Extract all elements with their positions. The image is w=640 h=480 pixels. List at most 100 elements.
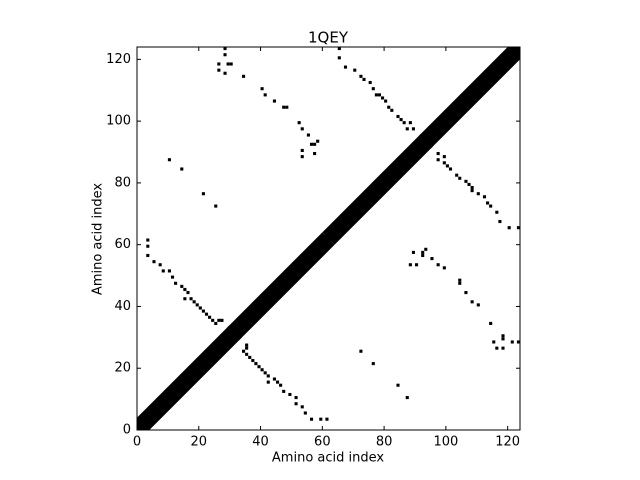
contact bbox=[214, 204, 218, 208]
contact bbox=[377, 93, 382, 97]
contact bbox=[242, 349, 246, 353]
contact bbox=[319, 417, 323, 421]
contact bbox=[214, 321, 218, 325]
x-tick-label: 40 bbox=[252, 435, 269, 450]
contact bbox=[424, 247, 428, 251]
contact bbox=[396, 114, 400, 119]
contact bbox=[337, 47, 341, 51]
contact bbox=[223, 71, 227, 75]
contact bbox=[167, 158, 171, 162]
contact bbox=[489, 204, 493, 208]
contact bbox=[458, 281, 462, 285]
contact bbox=[245, 343, 249, 347]
contact bbox=[229, 62, 233, 66]
contact bbox=[201, 192, 205, 196]
contact bbox=[195, 303, 199, 307]
contact bbox=[186, 291, 190, 295]
contact bbox=[353, 68, 357, 72]
contact bbox=[476, 303, 480, 307]
contact bbox=[470, 300, 474, 304]
contact bbox=[192, 300, 196, 304]
contact bbox=[288, 392, 292, 397]
contact bbox=[248, 355, 252, 359]
contact bbox=[282, 389, 286, 393]
contact bbox=[254, 362, 258, 366]
contact bbox=[300, 148, 304, 153]
contact bbox=[226, 62, 230, 66]
contact bbox=[300, 127, 304, 131]
x-axis-label: Amino acid index bbox=[272, 451, 384, 466]
contact bbox=[170, 275, 175, 279]
chart-title: 1QEY bbox=[308, 29, 349, 47]
contact bbox=[325, 417, 329, 421]
contact bbox=[343, 65, 348, 69]
contact bbox=[470, 185, 474, 190]
contact bbox=[359, 349, 363, 353]
contact bbox=[146, 238, 150, 242]
x-tick-label: 80 bbox=[376, 435, 393, 450]
contact bbox=[371, 87, 375, 91]
contact bbox=[464, 179, 468, 183]
contact bbox=[442, 266, 446, 270]
contact bbox=[492, 340, 496, 344]
contact bbox=[455, 173, 459, 177]
contact bbox=[294, 396, 298, 400]
diagonal-contacts bbox=[137, 324, 243, 430]
contact bbox=[275, 380, 280, 384]
contact bbox=[362, 77, 366, 81]
contact bbox=[300, 405, 304, 409]
contact bbox=[285, 105, 289, 109]
contact bbox=[337, 56, 341, 60]
contact bbox=[223, 47, 227, 51]
contact bbox=[211, 318, 215, 322]
contact bbox=[408, 121, 412, 125]
contact bbox=[436, 263, 440, 267]
contact bbox=[464, 291, 468, 295]
contact bbox=[507, 226, 511, 230]
contact bbox=[242, 74, 246, 78]
y-tick-label: 20 bbox=[114, 361, 131, 376]
contact bbox=[399, 118, 403, 122]
contact bbox=[405, 396, 409, 400]
contact bbox=[266, 374, 270, 378]
contact bbox=[158, 263, 162, 267]
contact bbox=[510, 340, 514, 344]
contact bbox=[442, 155, 446, 159]
contact bbox=[260, 368, 264, 372]
contact bbox=[495, 346, 499, 350]
contact bbox=[467, 182, 471, 186]
contact bbox=[223, 53, 227, 57]
contact bbox=[220, 318, 224, 322]
contact bbox=[201, 309, 205, 313]
contact bbox=[436, 152, 440, 156]
contact bbox=[251, 358, 255, 363]
y-axis-label: Amino acid index bbox=[91, 183, 106, 295]
contact bbox=[316, 139, 320, 143]
contact bbox=[245, 346, 249, 350]
contact bbox=[183, 287, 187, 292]
contact bbox=[217, 68, 221, 72]
contact bbox=[309, 417, 314, 421]
contact bbox=[313, 142, 317, 146]
x-tick-label: 0 bbox=[133, 435, 141, 450]
contact bbox=[146, 244, 150, 248]
contact bbox=[189, 297, 193, 301]
contact bbox=[263, 93, 267, 97]
contact bbox=[146, 253, 150, 258]
x-tick-label: 120 bbox=[495, 435, 520, 450]
diagonal-contacts bbox=[322, 133, 434, 245]
contact bbox=[421, 250, 425, 254]
contact bbox=[272, 99, 276, 103]
contact bbox=[167, 269, 171, 273]
contact bbox=[405, 127, 409, 131]
y-tick-label: 100 bbox=[106, 114, 131, 129]
contact bbox=[448, 167, 453, 171]
contact bbox=[414, 263, 419, 267]
contact bbox=[257, 365, 261, 369]
contact bbox=[516, 340, 520, 344]
contact bbox=[294, 402, 298, 406]
contact bbox=[402, 121, 406, 125]
contact bbox=[442, 161, 446, 165]
y-tick-label: 120 bbox=[106, 52, 131, 67]
